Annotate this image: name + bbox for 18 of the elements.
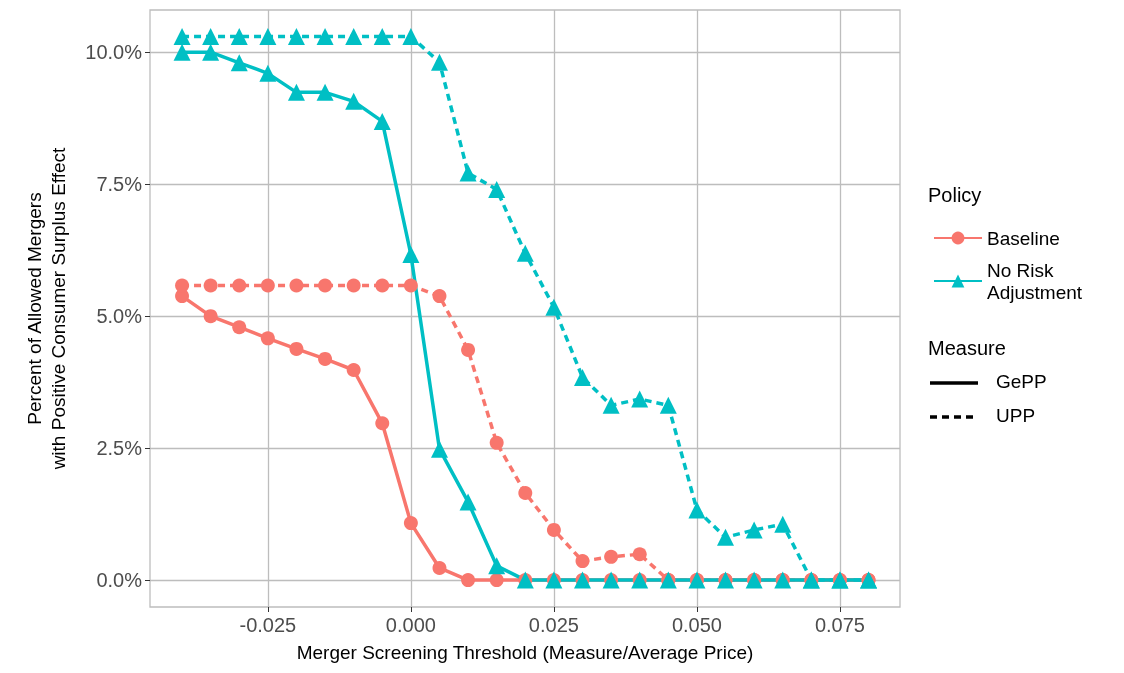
x-tick-label: 0.000 bbox=[385, 614, 436, 636]
x-tick-label: 0.025 bbox=[528, 614, 579, 636]
text: Measure bbox=[928, 337, 1006, 359]
y-tick-label: 5.0% bbox=[96, 305, 143, 328]
y-tick-label: 2.5% bbox=[96, 437, 143, 460]
text: UPP bbox=[996, 405, 1036, 426]
x-tick-label: 0.050 bbox=[671, 614, 722, 636]
legend-label: Baseline bbox=[987, 227, 1060, 249]
y-tick-label: 0.0% bbox=[96, 569, 143, 592]
text: Policy bbox=[928, 184, 982, 206]
y-tick-label: 7.5% bbox=[96, 173, 143, 196]
x-tick-label: -0.025 bbox=[239, 614, 297, 636]
y-tick-label: 10.0% bbox=[85, 41, 143, 64]
text: GePP bbox=[996, 371, 1047, 392]
x-tick-label: 0.075 bbox=[814, 614, 865, 636]
y-axis-title: Percent of Allowed Mergers with Positive Consumer Surplus Effect bbox=[23, 146, 69, 471]
legend-label: No Risk Adjustment bbox=[987, 259, 1083, 303]
x-axis-title: Merger Screening Threshold (Measure/Average Price) bbox=[296, 642, 754, 663]
